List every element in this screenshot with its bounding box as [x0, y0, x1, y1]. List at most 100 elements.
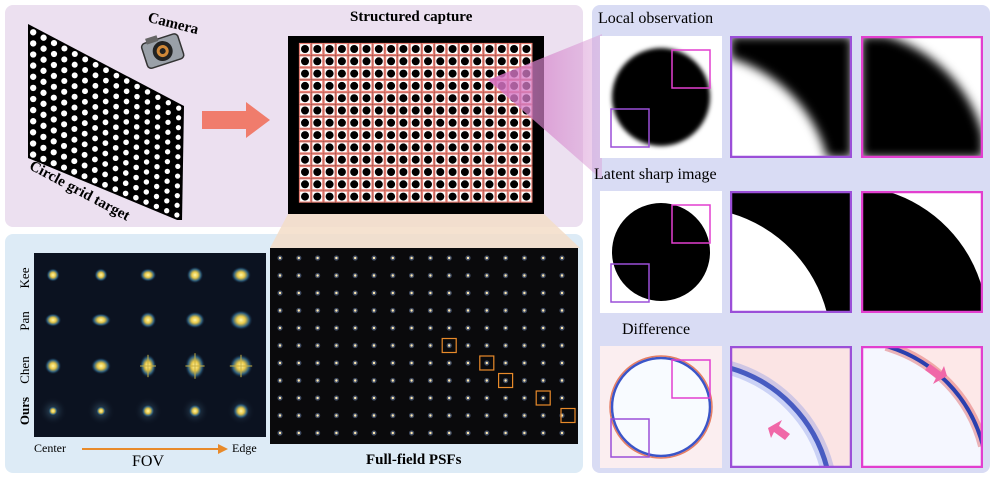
- target-dot: [112, 134, 119, 141]
- capture-dot: [460, 192, 469, 201]
- capture-dot: [313, 180, 322, 189]
- capture-dot: [473, 106, 482, 115]
- target-dot: [71, 61, 78, 68]
- psf-kernel: [139, 311, 157, 329]
- target-dot: [40, 111, 47, 118]
- capture-dot: [313, 69, 322, 78]
- capture-dot: [522, 131, 531, 140]
- capture-dot: [399, 118, 408, 127]
- full-field-psf-dot: [504, 274, 507, 277]
- full-field-psf-dot: [448, 361, 451, 365]
- fov-label: FOV: [132, 453, 165, 470]
- capture-dot: [448, 168, 457, 176]
- full-field-psf-dot: [316, 291, 319, 295]
- full-field-psf-dot: [410, 396, 413, 400]
- target-dot: [30, 106, 37, 114]
- full-field-psf-dot: [354, 291, 357, 295]
- full-field-psf-dot: [560, 361, 564, 365]
- full-field-psf-dot: [391, 309, 394, 312]
- target-dot: [71, 72, 78, 79]
- capture-dot: [436, 45, 445, 53]
- capture-dot: [350, 143, 359, 152]
- target-dot: [154, 173, 160, 180]
- capture-dot: [374, 143, 383, 152]
- capture-dot: [337, 94, 346, 103]
- capture-dot: [387, 143, 396, 152]
- full-field-psf-dot: [278, 274, 282, 277]
- capture-dot: [485, 155, 494, 164]
- capture-dot: [424, 45, 432, 53]
- capture-dot: [362, 69, 371, 78]
- target-dot: [175, 134, 181, 140]
- full-field-psf-dot: [410, 414, 413, 417]
- capture-dot: [399, 106, 408, 115]
- target-dot: [134, 83, 140, 90]
- capture-dot: [301, 69, 309, 78]
- target-dot: [50, 127, 57, 134]
- capture-dot: [301, 94, 309, 103]
- capture-dot: [473, 180, 482, 189]
- full-field-psf-dot: [542, 309, 545, 312]
- capture-dot: [313, 106, 322, 115]
- psf-highlight-box: [479, 355, 495, 371]
- capture-dot: [399, 143, 408, 152]
- capture-dot: [313, 155, 322, 164]
- capture-dot: [350, 57, 359, 66]
- psf-kernel: [44, 313, 62, 327]
- target-dot: [113, 103, 119, 110]
- capture-dot: [460, 94, 469, 103]
- full-field-psf-dot: [429, 326, 432, 330]
- full-field-psf-dot: [297, 431, 300, 435]
- capture-dot: [374, 131, 383, 140]
- capture-dot: [497, 143, 506, 152]
- capture-dot: [411, 106, 420, 115]
- target-dot: [71, 168, 78, 175]
- target-dot: [71, 104, 78, 111]
- capture-dot: [460, 118, 469, 127]
- target-dot: [30, 84, 37, 92]
- capture-dot: [337, 69, 346, 78]
- capture-dot: [325, 94, 334, 103]
- target-dot: [154, 124, 161, 130]
- capture-dot: [387, 155, 396, 164]
- full-field-psf-dot: [523, 361, 526, 365]
- capture-dot: [399, 155, 408, 164]
- psf-kernel: [139, 268, 157, 282]
- capture-dot: [448, 131, 457, 140]
- capture-dot: [473, 69, 482, 78]
- full-field-psf-dot: [391, 326, 394, 330]
- capture-dot: [387, 69, 396, 78]
- capture-dot: [350, 131, 359, 140]
- capture-dot: [436, 94, 445, 103]
- target-dot: [165, 100, 171, 106]
- capture-dot: [362, 143, 371, 152]
- full-field-psf-dot: [391, 431, 394, 435]
- full-field-psf-dot: [429, 361, 432, 365]
- capture-dot: [325, 69, 334, 78]
- full-field-psf-dot: [354, 396, 357, 400]
- capture-dot: [337, 131, 346, 140]
- capture-dot: [485, 106, 494, 115]
- psf-kernel: [184, 311, 206, 329]
- latent-sharp-crop-magenta: [861, 191, 983, 313]
- target-dot: [175, 154, 181, 160]
- target-dot: [134, 114, 140, 120]
- capture-dot: [374, 180, 383, 189]
- target-dot: [153, 203, 160, 210]
- target-dot: [60, 142, 68, 149]
- target-dot: [133, 144, 140, 150]
- full-field-psf-dot: [354, 309, 357, 312]
- target-dot: [30, 51, 37, 58]
- target-dot: [60, 164, 68, 171]
- capture-dot: [313, 118, 322, 127]
- capture-dot: [436, 168, 445, 176]
- target-dot: [123, 159, 129, 166]
- full-field-psf-dot: [278, 326, 282, 330]
- target-dot: [113, 124, 119, 131]
- full-field-psf-dot: [504, 256, 507, 260]
- target-dot: [30, 29, 37, 36]
- full-field-psf-dot: [410, 256, 413, 260]
- capture-dot: [510, 106, 519, 115]
- structured-capture-title: Structured capture: [350, 9, 473, 25]
- target-dot: [50, 50, 58, 58]
